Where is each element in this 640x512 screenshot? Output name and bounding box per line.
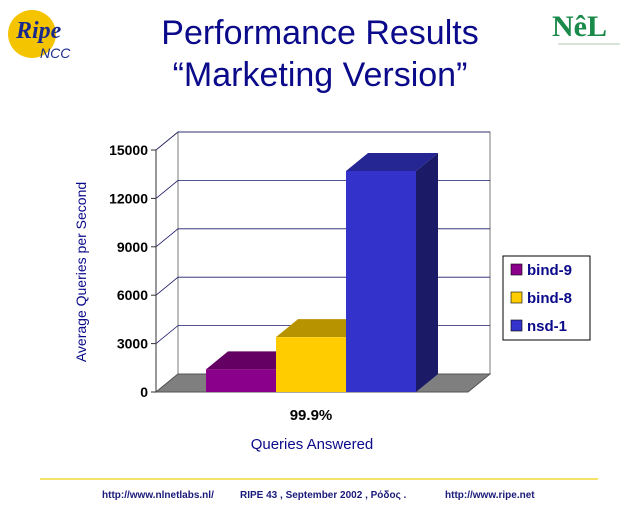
legend-label-bind-9: bind-9 [527, 262, 572, 279]
bar-top-bind-8 [276, 319, 368, 338]
slide-subtitle: “Marketing Version” [172, 56, 468, 94]
y-gridline [155, 131, 490, 151]
bar-side-nsd-1 [416, 152, 438, 392]
y-tick-label: 6000 [117, 287, 148, 303]
nlnet-logo-text: NêL [552, 10, 607, 43]
legend-swatch-nsd-1 [510, 319, 523, 332]
ncc-logo-text: NCC [40, 45, 71, 61]
ripe-logo-text: Ripe [15, 18, 62, 44]
ripe-logo-circle [8, 10, 56, 58]
x-category-label: 99.9% [290, 407, 333, 424]
nlnet-labs-logo: NêL [552, 10, 620, 45]
y-tick-label: 9000 [117, 239, 148, 255]
legend-label-nsd-1: nsd-1 [527, 318, 567, 335]
y-axis-title: Average Queries per Second [73, 182, 89, 362]
chart-side-wall [155, 130, 179, 394]
bar-top-bind-9 [206, 351, 298, 370]
x-axis-title: Queries Answered [251, 436, 374, 453]
legend-swatch-bind-8 [510, 291, 523, 304]
legend-label-bind-8: bind-8 [527, 290, 572, 307]
y-tick-label: 12000 [109, 190, 148, 206]
bar-bind-8 [276, 337, 346, 392]
footer-nlnetlabs-link[interactable]: http://www.nlnetlabs.nl/ [102, 490, 214, 501]
bar-top-nsd-1 [346, 152, 438, 171]
bar-nsd-1 [346, 170, 416, 392]
footer-ripe-link[interactable]: http://www.ripe.net [445, 490, 535, 501]
y-tick-label: 3000 [117, 336, 148, 352]
ripe-ncc-logo: Ripe NCC [8, 10, 71, 61]
footer-divider [40, 478, 598, 480]
y-tick-label: 0 [140, 384, 148, 400]
footer-event: RIPE 43 , September 2002 , Ρόδος . [240, 490, 407, 501]
y-tick-label: 15000 [109, 142, 148, 158]
bar-bind-9 [206, 369, 276, 392]
slide-title: Performance Results [161, 14, 479, 52]
legend-swatch-bind-9 [510, 263, 523, 276]
